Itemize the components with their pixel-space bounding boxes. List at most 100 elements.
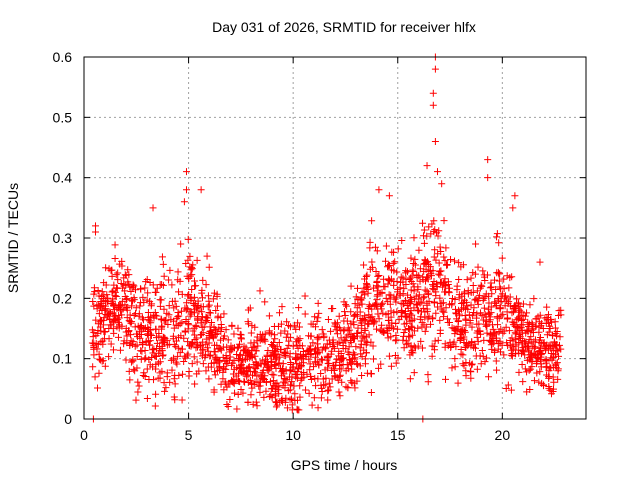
data-point <box>313 317 321 325</box>
data-point <box>325 336 333 344</box>
data-point <box>144 289 152 297</box>
data-point <box>387 313 395 321</box>
data-point <box>217 328 225 336</box>
data-point <box>500 275 508 283</box>
data-point <box>384 280 392 288</box>
data-point <box>202 318 210 326</box>
data-point <box>301 292 309 300</box>
data-point <box>211 368 219 376</box>
data-point <box>497 312 505 320</box>
data-point <box>314 299 322 307</box>
data-point <box>358 300 366 308</box>
data-point <box>253 402 261 410</box>
data-point <box>502 323 510 331</box>
data-point <box>150 314 158 322</box>
data-point <box>545 383 553 391</box>
data-point <box>418 344 426 352</box>
data-point <box>333 330 341 338</box>
data-point <box>434 336 442 344</box>
data-point <box>206 351 214 359</box>
data-point <box>352 310 360 318</box>
data-point <box>357 295 365 303</box>
data-point <box>262 387 270 395</box>
data-point <box>517 350 525 358</box>
data-point <box>468 323 476 331</box>
data-point <box>137 355 145 363</box>
data-point <box>528 357 536 365</box>
data-point <box>139 293 147 301</box>
data-point <box>132 304 140 312</box>
data-point <box>513 295 521 303</box>
data-point <box>365 301 373 309</box>
data-point <box>109 346 117 354</box>
data-point <box>125 367 133 375</box>
data-point <box>474 263 482 271</box>
data-point <box>167 356 175 364</box>
data-point <box>151 402 159 410</box>
data-point <box>283 404 291 412</box>
data-point <box>151 308 159 316</box>
data-point <box>417 337 425 345</box>
data-point <box>492 357 500 365</box>
data-point <box>554 347 562 355</box>
data-point <box>481 293 489 301</box>
data-point <box>186 252 194 260</box>
data-point <box>190 353 198 361</box>
data-point <box>108 272 116 280</box>
data-point <box>495 296 503 304</box>
data-point <box>297 361 305 369</box>
data-point <box>213 330 221 338</box>
data-point <box>220 386 228 394</box>
data-point <box>474 338 482 346</box>
data-point <box>341 308 349 316</box>
data-point <box>455 291 463 299</box>
x-tick-label: 5 <box>185 427 193 443</box>
data-point <box>522 342 530 350</box>
data-point <box>307 351 315 359</box>
data-point <box>459 261 467 269</box>
data-point <box>178 396 186 404</box>
data-point <box>239 389 247 397</box>
data-point <box>335 388 343 396</box>
data-point <box>292 325 300 333</box>
data-point <box>230 330 238 338</box>
data-point <box>234 343 242 351</box>
data-point <box>506 293 514 301</box>
data-point <box>318 326 326 334</box>
data-point <box>548 356 556 364</box>
data-point <box>320 381 328 389</box>
data-point <box>408 346 416 354</box>
data-point <box>462 316 470 324</box>
data-point <box>243 367 251 375</box>
data-point <box>519 378 527 386</box>
data-point <box>385 352 393 360</box>
data-point <box>195 307 203 315</box>
data-point <box>168 281 176 289</box>
data-point <box>273 379 281 387</box>
data-point <box>545 319 553 327</box>
data-points-layer <box>88 53 565 423</box>
data-point <box>361 360 369 368</box>
data-point <box>354 361 362 369</box>
data-point <box>292 350 300 358</box>
x-tick-label: 10 <box>285 427 301 443</box>
data-point <box>325 386 333 394</box>
data-point <box>506 274 514 282</box>
data-point <box>152 390 160 398</box>
data-point <box>136 299 144 307</box>
data-point <box>357 328 365 336</box>
data-point <box>104 312 112 320</box>
data-point <box>338 378 346 386</box>
data-point <box>288 395 296 403</box>
data-point <box>99 321 107 329</box>
data-point <box>125 328 133 336</box>
data-point <box>416 277 424 285</box>
data-point <box>279 381 287 389</box>
data-point <box>496 348 504 356</box>
data-point <box>421 286 429 294</box>
data-point <box>472 344 480 352</box>
data-point <box>515 300 523 308</box>
data-point <box>361 291 369 299</box>
data-point <box>92 228 100 236</box>
data-point <box>323 340 331 348</box>
